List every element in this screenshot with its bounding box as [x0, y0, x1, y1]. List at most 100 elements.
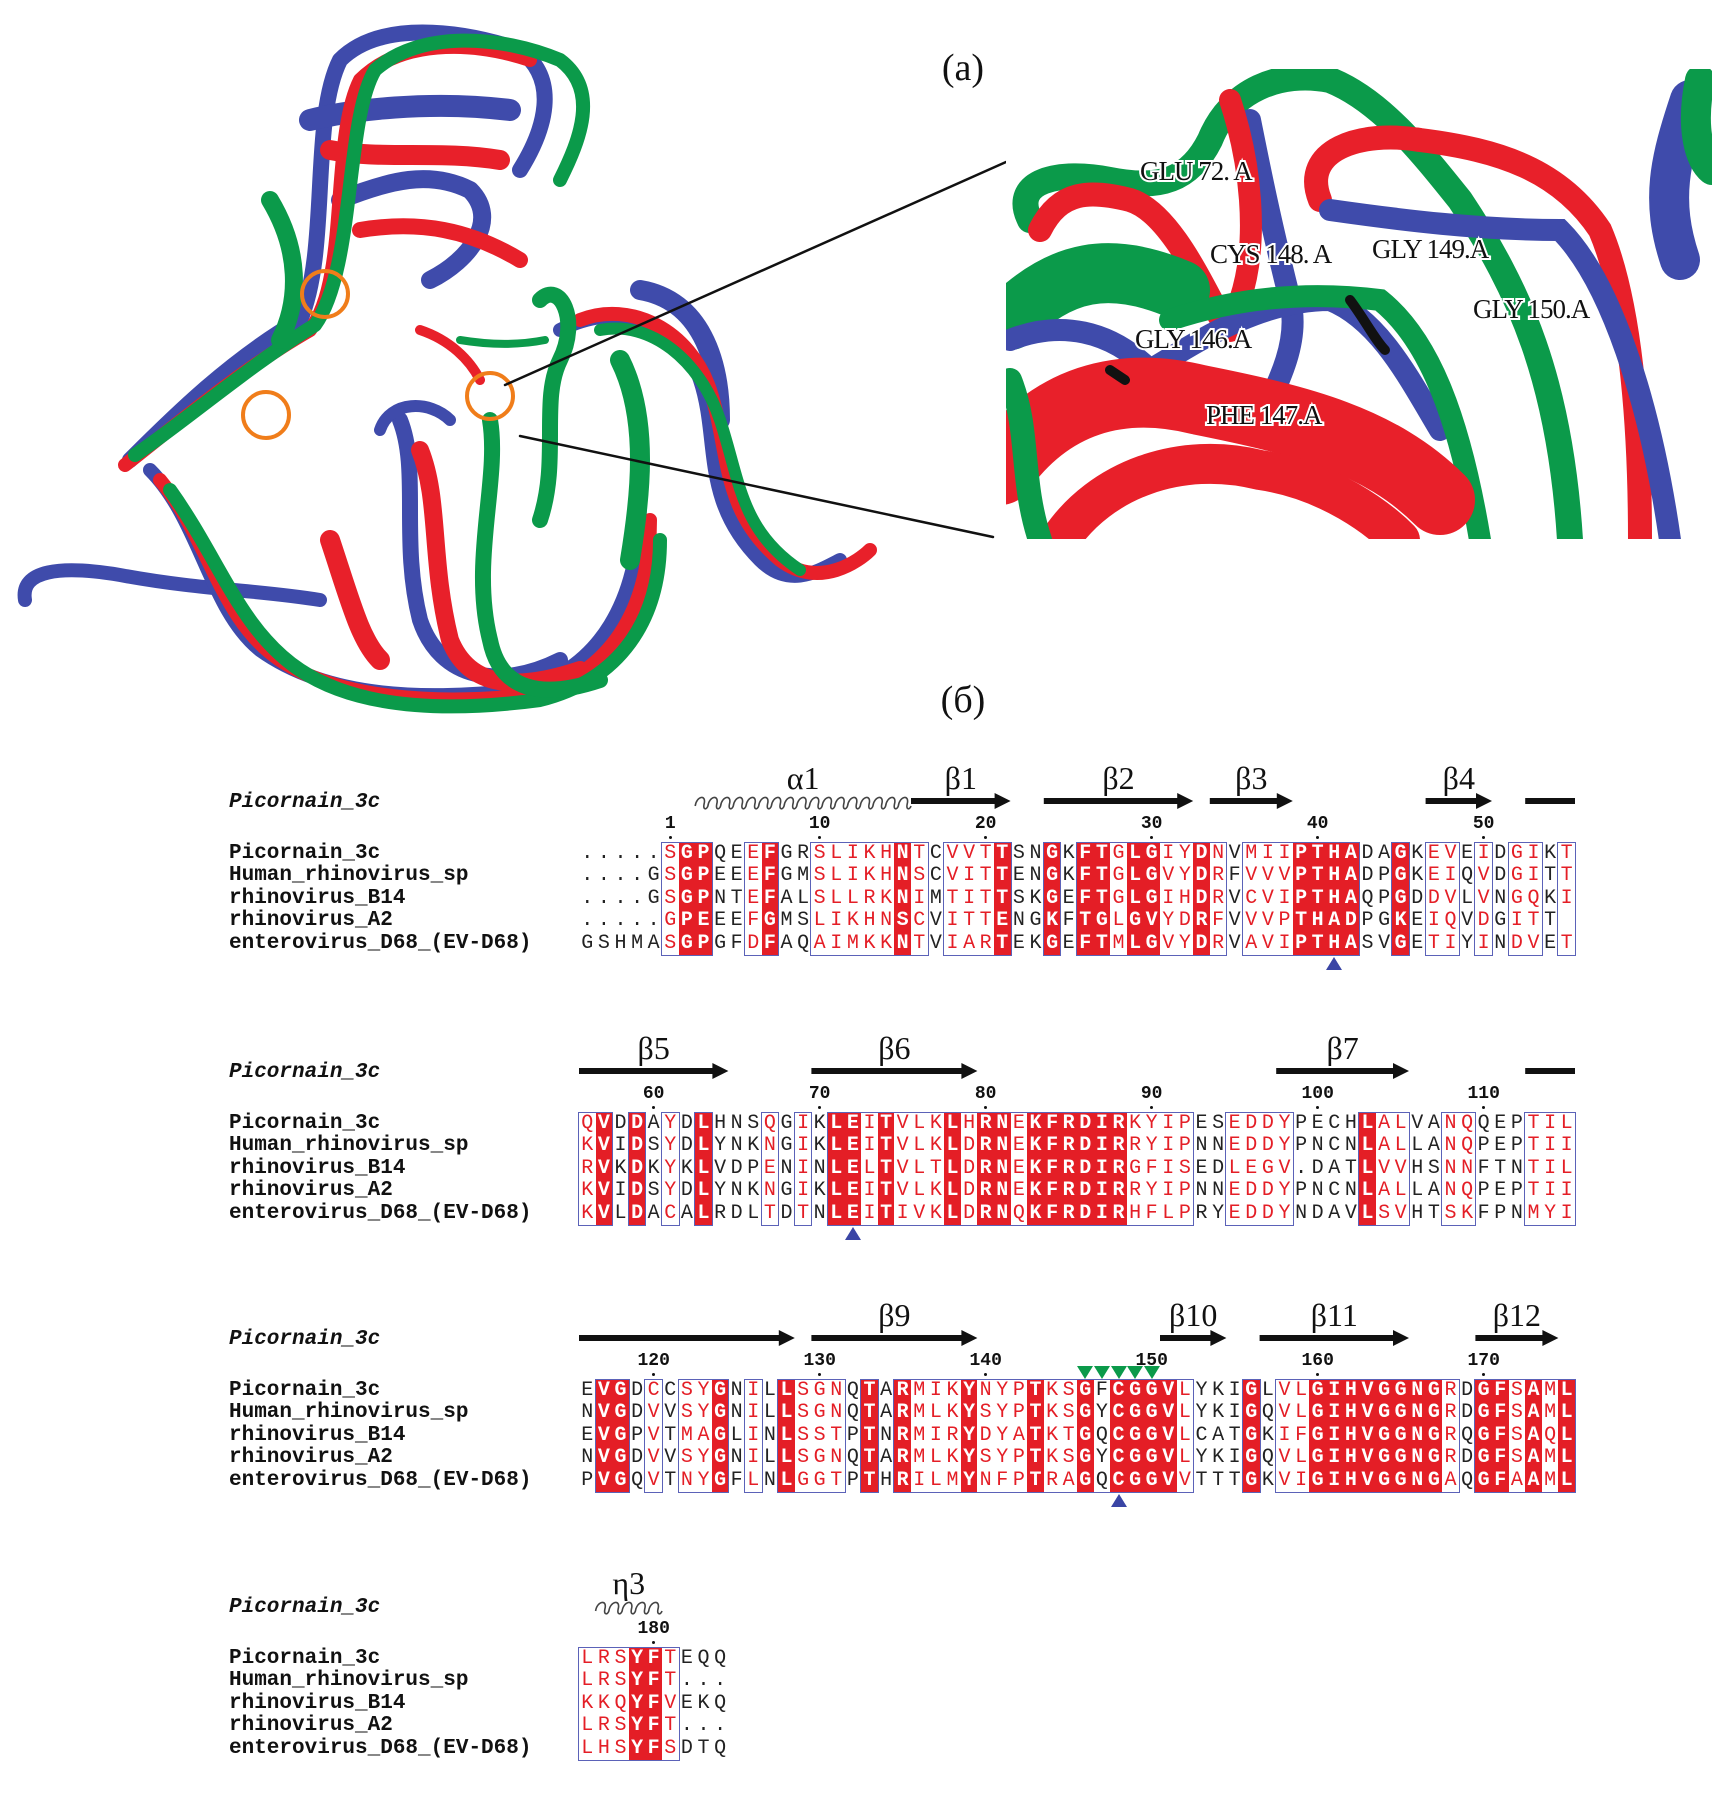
residue: R — [1110, 1134, 1127, 1158]
residue: C — [664, 1379, 677, 1402]
residue: S — [813, 864, 826, 888]
residue: G — [1392, 1446, 1409, 1470]
residue: V — [1245, 864, 1258, 888]
residue: A — [1062, 1468, 1075, 1492]
residue: L — [944, 1157, 961, 1181]
residue: N — [1311, 1134, 1324, 1158]
residue: E — [1012, 864, 1025, 888]
residue: G — [711, 1401, 729, 1425]
residue: L — [1411, 1179, 1424, 1203]
residue: K — [863, 842, 876, 865]
residue: D — [1178, 909, 1191, 933]
residue: V — [1143, 909, 1160, 933]
residue: K — [813, 1134, 826, 1158]
residue: E — [1228, 1179, 1241, 1203]
residue: . — [581, 842, 594, 865]
residue: N — [680, 1468, 693, 1492]
residue: G — [1129, 1156, 1142, 1180]
residue: T — [1427, 931, 1440, 955]
residue: V — [913, 1201, 926, 1225]
residue: E — [747, 842, 760, 865]
residue: R — [1060, 1134, 1077, 1158]
residue: G — [761, 909, 779, 933]
residue: G — [1143, 1469, 1160, 1492]
residue: G — [1392, 1379, 1409, 1403]
residue: H — [1411, 1201, 1424, 1225]
residue: R — [1129, 1134, 1142, 1158]
position-number: 160 — [1301, 1351, 1334, 1371]
residue: S — [614, 1736, 627, 1760]
residue: N — [763, 1468, 776, 1492]
residue: E — [1311, 1112, 1324, 1135]
residue: G — [1143, 1424, 1160, 1448]
residue: N — [1344, 1134, 1357, 1158]
residue: Q — [714, 1691, 727, 1715]
residue: V — [1394, 1156, 1407, 1180]
residue: Y — [697, 1379, 710, 1402]
strand-arrow — [1209, 793, 1293, 809]
residue: T — [861, 1469, 878, 1492]
residue: I — [1326, 1469, 1343, 1492]
residue: H — [880, 842, 893, 865]
residue: R — [1212, 864, 1225, 888]
residue: N — [763, 1179, 776, 1203]
residue: V — [1245, 909, 1258, 933]
residue: L — [1228, 1156, 1241, 1180]
residue: N — [1510, 1201, 1523, 1225]
residue: F — [1077, 842, 1094, 866]
residue: K — [1411, 864, 1424, 888]
residue: G — [678, 932, 696, 955]
residue: L — [944, 1112, 961, 1136]
residue: K — [1027, 1157, 1044, 1181]
residue: T — [1027, 1379, 1044, 1403]
residue: I — [1544, 1179, 1557, 1203]
residue: A — [1212, 1423, 1225, 1447]
residue: V — [1261, 909, 1274, 933]
residue: I — [1560, 1201, 1573, 1225]
residue: Y — [714, 1134, 727, 1158]
residue: T — [1527, 1134, 1540, 1158]
residue: I — [963, 864, 976, 888]
residue: P — [846, 1423, 859, 1447]
panel-b-label: (б) — [940, 679, 986, 721]
residue: P — [1378, 864, 1391, 888]
residue: Q — [1527, 886, 1540, 910]
residue: T — [1309, 842, 1326, 866]
residue: D — [979, 1423, 992, 1447]
residue: N — [830, 1446, 843, 1470]
residue: T — [1212, 1468, 1225, 1492]
residue: Y — [1095, 1446, 1108, 1470]
residue: K — [1043, 909, 1061, 933]
residue: E — [680, 1691, 693, 1715]
residue: I — [1162, 1112, 1175, 1135]
residue: K — [880, 886, 893, 910]
residue: I — [863, 1134, 876, 1158]
residue: Y — [1145, 1179, 1158, 1203]
residue: N — [1461, 1156, 1474, 1180]
residue: E — [695, 909, 712, 933]
position-number: 60 — [642, 1084, 665, 1104]
residue: K — [929, 1179, 942, 1203]
residue: D — [1311, 1201, 1324, 1225]
residue: E — [1228, 1112, 1241, 1135]
residue: G — [612, 1469, 629, 1492]
residue: G — [1392, 864, 1409, 888]
residue: S — [1012, 886, 1025, 910]
residue: K — [1046, 1446, 1059, 1470]
residue: G — [1475, 1446, 1492, 1470]
residue: L — [1558, 1379, 1575, 1403]
strand-arrow — [579, 1063, 729, 1079]
residue: P — [1295, 1112, 1308, 1135]
residue: N — [880, 1423, 893, 1447]
residue: T — [1093, 842, 1111, 866]
residue: E — [730, 842, 743, 865]
residue: L — [846, 886, 859, 910]
residue: G — [612, 1424, 629, 1448]
residue: V — [1228, 842, 1241, 865]
residue: Y — [1145, 1112, 1158, 1135]
residue: S — [797, 1379, 810, 1402]
residue: E — [1195, 1156, 1208, 1180]
residue: A — [1525, 1424, 1542, 1448]
residue: F — [747, 909, 760, 933]
residue: L — [695, 1202, 712, 1225]
